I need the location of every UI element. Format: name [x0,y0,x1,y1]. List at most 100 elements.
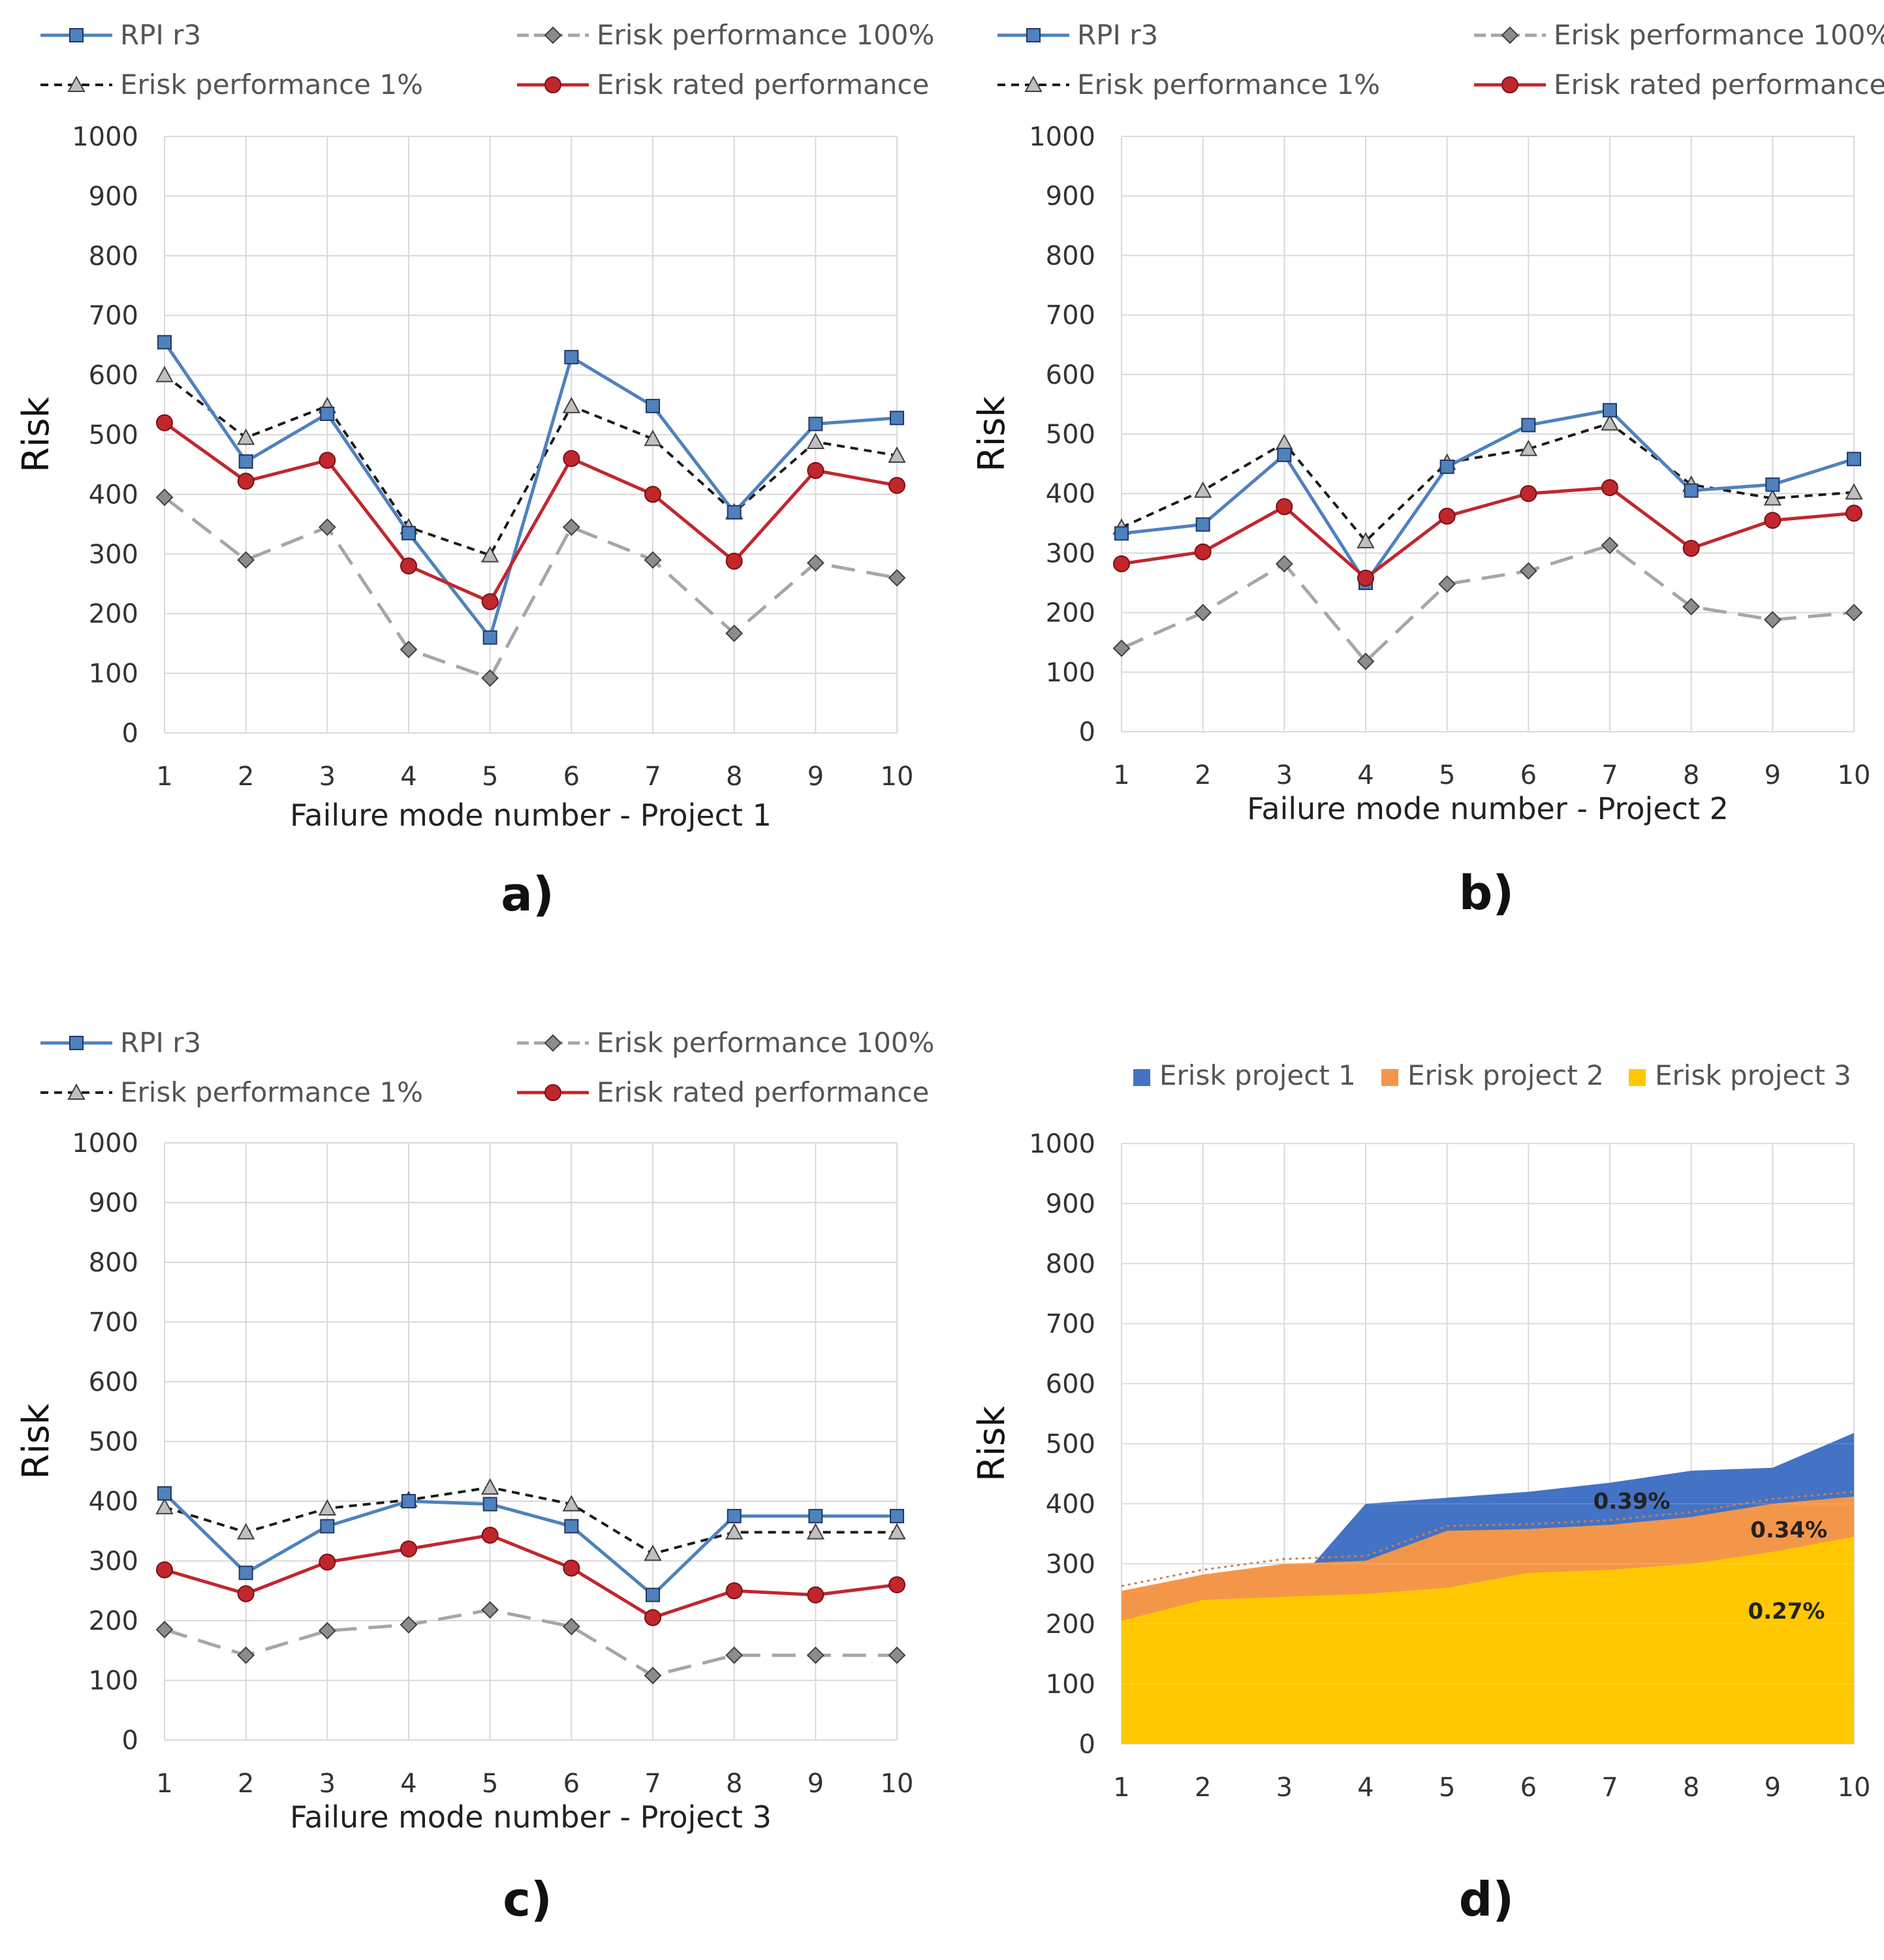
x-tick-label: 1 [1113,760,1129,790]
data-point-perf1 [236,428,255,445]
series-line-rated [1121,486,1855,580]
y-tick-label: 200 [1046,599,1095,629]
data-point-rated [644,1609,661,1626]
series-perf1 [155,1478,906,1561]
x-axis-label: Failure mode number - Project 1 [290,798,772,833]
data-point-rated [1845,505,1862,522]
y-tick-label: 400 [89,480,138,510]
data-point-perf100 [1763,611,1782,629]
series-rated [1113,479,1862,587]
data-point-rpi [646,399,660,414]
data-point-perf100 [1601,537,1619,554]
data-point-rated [237,1585,255,1602]
data-point-rpi [1603,403,1617,418]
y-tick-label: 800 [89,241,138,272]
data-point-perf1 [1601,414,1619,431]
x-tick-label: 2 [1195,1773,1211,1803]
data-point-perf100 [888,568,906,587]
chart-c: 0 100 200 300 400 500 600 700 800 900 1000 1 2 3 4 5 6 7 8… [15,1027,934,1927]
data-point-perf100 [237,551,255,569]
data-point-rpi [564,350,579,365]
chart-a: 0 100 200 300 400 500 600 700 800 900 1000 1 2 3 4 5 6 7 8… [15,19,934,922]
series-perf100 [1112,537,1863,670]
y-tick-label: 500 [1046,1429,1095,1459]
y-axis-label: Risk [971,396,1013,472]
legend-label: Erisk rated performance [1554,69,1884,101]
data-point-perf1 [562,397,581,414]
legend-marker-perf1 [1024,75,1043,92]
x-tick-label: 5 [482,762,498,792]
legend-label: Erisk project 3 [1655,1059,1851,1091]
legend-marker-rpi [69,1036,84,1050]
x-tick-label: 6 [563,762,580,792]
y-tick-label: 300 [89,540,138,570]
x-tick-label: 9 [1765,1773,1781,1803]
y-tick-label: 800 [89,1248,138,1278]
y-tick-label: 900 [89,1189,138,1219]
data-point-rated [1113,555,1130,572]
y-tick-label: 700 [89,1308,138,1338]
y-tick-label: 700 [89,301,138,331]
y-tick-label: 600 [1046,360,1095,390]
legend-marker-rpi [69,28,84,42]
series-rpi [157,1486,904,1602]
data-point-perf1 [562,1495,581,1512]
legend-marker-perf1 [67,1083,86,1100]
legend-label: Erisk project 2 [1407,1059,1604,1091]
y-tick-label: 600 [1046,1369,1095,1399]
y-tick-label: 600 [89,361,138,391]
data-point-rpi [401,525,416,540]
area-annotation: 0.27% [1748,1598,1825,1625]
y-tick-label: 0 [122,719,138,749]
data-point-perf1 [644,429,662,446]
series-line-rpi [163,341,898,640]
data-point-rated [1601,479,1618,497]
y-tick-label: 100 [89,659,138,689]
x-tick-label: 5 [482,1769,498,1799]
y-tick-label: 0 [122,1726,138,1756]
data-point-perf1 [155,366,174,382]
data-point-rpi [1521,418,1536,433]
legend: Erisk project 1 Erisk project 2 Erisk proj… [1133,1059,1851,1091]
x-axis-label: Failure mode number - Project 3 [290,1799,772,1835]
x-tick-label: 7 [644,1769,661,1799]
y-tick-label: 500 [89,420,138,450]
data-point-perf100 [481,1601,499,1619]
data-point-perf1 [155,1498,174,1515]
legend-label: RPI r3 [1077,19,1158,51]
y-tick-label: 500 [89,1427,138,1457]
y-tick-label: 900 [1046,181,1095,211]
data-point-rpi [564,1519,579,1534]
data-point-rated [644,486,661,503]
data-point-perf100 [237,1646,255,1664]
data-point-perf100 [481,669,499,687]
data-point-rpi [890,411,904,426]
legend-marker-rated [1501,76,1518,93]
data-point-perf1 [888,446,906,463]
x-tick-label: 1 [156,1769,172,1799]
data-point-perf1 [480,546,499,563]
x-tick-label: 4 [1357,1773,1374,1803]
data-point-rpi [727,1508,742,1523]
data-point-perf100 [318,518,336,537]
data-point-perf1 [1519,439,1538,456]
data-point-rpi [157,1486,172,1501]
y-tick-label: 300 [89,1547,138,1577]
x-tick-label: 2 [238,762,254,792]
y-tick-label: 200 [89,599,138,629]
x-tick-label: 8 [726,1769,742,1799]
data-point-perf100 [725,624,744,642]
data-point-perf100 [155,488,174,506]
series-line-perf1 [1121,422,1855,543]
data-point-perf100 [1438,575,1456,593]
series-line-perf1 [163,374,898,557]
legend-label: Erisk performance 1% [120,69,423,101]
x-tick-label: 1 [1113,1773,1129,1803]
area-annotation: 0.34% [1750,1517,1827,1544]
data-point-rpi [320,407,335,422]
data-point-rated [888,476,905,494]
y-tick-label: 700 [1046,1309,1095,1339]
x-tick-label: 3 [1276,1773,1293,1803]
data-point-rpi [808,416,823,431]
